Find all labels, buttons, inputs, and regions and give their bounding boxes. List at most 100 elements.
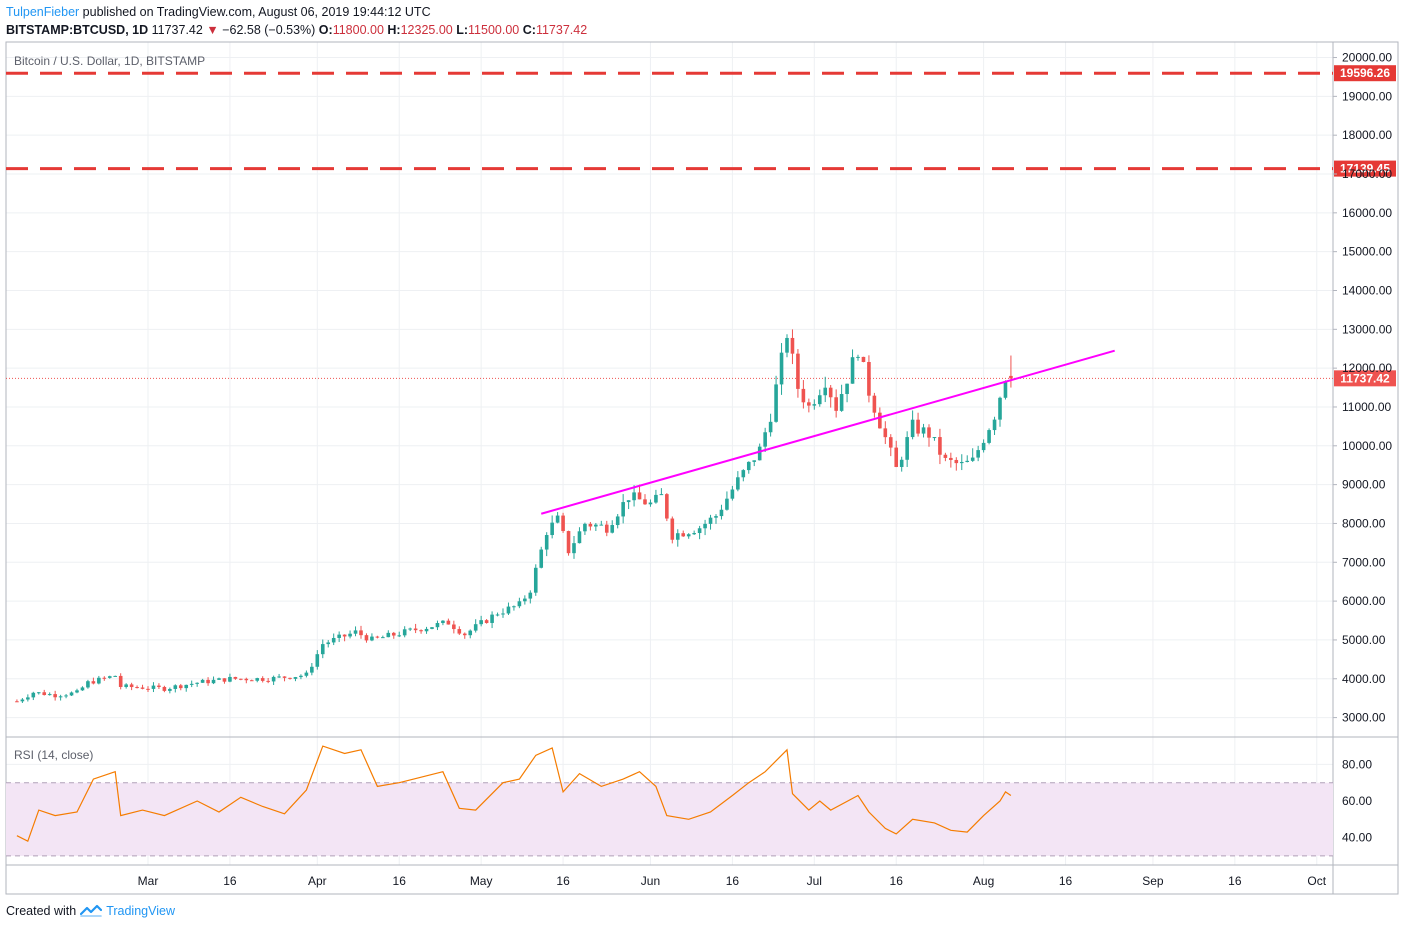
candle-body xyxy=(452,624,456,630)
candle-body xyxy=(397,635,402,637)
chart-frame xyxy=(5,41,1399,895)
candle-body xyxy=(260,678,265,681)
candle-body xyxy=(675,533,680,540)
candle-body xyxy=(222,678,227,682)
candle-body xyxy=(342,634,347,637)
candle-body xyxy=(157,685,161,687)
resistance-price-label: 17139.45 xyxy=(1340,162,1390,176)
time-tick-label: 16 xyxy=(393,874,407,888)
candle-body xyxy=(495,614,500,616)
trendline[interactable] xyxy=(540,349,1115,515)
candle-body xyxy=(779,352,784,385)
price-tick-label: 11000.00 xyxy=(1342,400,1391,414)
rsi-series-line xyxy=(16,745,1012,843)
time-tick-label: 16 xyxy=(556,874,570,888)
candle-body xyxy=(834,397,838,411)
candle-body xyxy=(69,692,74,696)
candle-body xyxy=(637,492,642,500)
candle-body xyxy=(768,421,773,433)
rsi-axis: 40.00 60.00 80.00 xyxy=(1342,757,1372,844)
price-tick-label: 18000.00 xyxy=(1342,128,1392,142)
open-label: O: xyxy=(318,23,333,37)
time-tick-label: 16 xyxy=(1059,874,1073,888)
candle-body xyxy=(938,437,942,455)
candle-body xyxy=(91,681,96,684)
high-value: 12325.00 xyxy=(400,23,453,37)
rsi-band xyxy=(6,782,1333,857)
time-tick-label: Apr xyxy=(308,874,327,888)
candle-body xyxy=(364,635,369,641)
candle-body xyxy=(949,457,953,460)
candle-body xyxy=(894,447,899,467)
rsi-label: RSI (14, close) xyxy=(14,748,93,762)
time-tick-label: 16 xyxy=(1228,874,1242,888)
candle-body xyxy=(692,533,696,535)
time-tick-label: 16 xyxy=(726,874,740,888)
price-tick-label: 6000.00 xyxy=(1342,594,1386,608)
publisher-link[interactable]: TulpenFieber xyxy=(6,5,80,19)
candle-body xyxy=(506,606,511,614)
candle-body xyxy=(621,502,625,517)
published-text: published on TradingView.com, August 06,… xyxy=(82,5,431,19)
candle-body xyxy=(774,384,778,422)
candle-body xyxy=(817,395,822,405)
price-tick-label: 5000.00 xyxy=(1342,633,1386,647)
candle-body xyxy=(910,419,915,438)
price-tick-label: 19000.00 xyxy=(1342,89,1392,103)
candle-body xyxy=(550,522,554,536)
candle-body xyxy=(539,549,544,568)
candle-body xyxy=(845,383,849,395)
candle-body xyxy=(839,394,844,411)
price-axis[interactable]: 3000.00 4000.00 5000.00 6000.00 7000.00 8000.… xyxy=(1333,51,1392,725)
candle-body xyxy=(408,628,412,630)
candles xyxy=(15,329,1013,704)
price-tick-label: 12000.00 xyxy=(1342,361,1392,375)
tradingview-link[interactable]: TradingView xyxy=(106,904,175,918)
candle-body xyxy=(239,678,243,680)
symbol-name[interactable]: BITSTAMP:BTCUSD, 1D xyxy=(6,23,149,37)
open-value: 11800.00 xyxy=(332,23,384,37)
candle-body xyxy=(173,685,178,689)
candle-body xyxy=(517,601,522,607)
price-tick-label: 15000.00 xyxy=(1342,245,1392,259)
candle-body xyxy=(348,633,352,637)
candle-body xyxy=(976,450,980,458)
created-with-text: Created with xyxy=(6,904,77,918)
candle-body xyxy=(310,666,314,673)
candle-body xyxy=(189,683,194,685)
candle-body xyxy=(102,677,107,679)
rsi-line xyxy=(16,745,1012,843)
candle-body xyxy=(271,676,276,682)
candle-body xyxy=(790,337,795,354)
time-axis[interactable]: Mar 16 Apr 16 May 16 Jun 16 Jul 16 Aug 16 Sep 16 Oct xyxy=(138,874,1327,888)
candle-body xyxy=(320,644,325,655)
candle-body xyxy=(610,525,615,533)
candle-body xyxy=(359,630,363,636)
chart-labels: Bitcoin / U.S. Dollar, 1D, BITSTAMP RSI … xyxy=(14,54,205,762)
time-tick-label: Jul xyxy=(807,874,822,888)
candle-body xyxy=(730,489,735,499)
candle-body xyxy=(178,685,183,689)
support-trendline[interactable] xyxy=(540,349,1115,515)
time-tick-label: Jun xyxy=(641,874,660,888)
candle-body xyxy=(326,642,331,645)
candle-body xyxy=(244,678,249,681)
candle-body xyxy=(533,567,538,593)
resistance-price-tag xyxy=(1334,160,1396,177)
candle-body xyxy=(413,628,418,631)
candle-body xyxy=(555,515,560,523)
price-tick-label: 8000.00 xyxy=(1342,516,1386,530)
candle-body xyxy=(277,676,281,678)
candle-body xyxy=(370,636,374,641)
low-value: 11500.00 xyxy=(468,23,520,37)
time-tick-label: Aug xyxy=(973,874,994,888)
tradingview-logo-icon xyxy=(80,904,103,917)
candle-body xyxy=(943,454,948,458)
candle-body xyxy=(255,678,260,681)
candle-body xyxy=(998,397,1002,420)
candle-body xyxy=(1003,381,1008,398)
candle-body xyxy=(288,677,292,679)
price-tick-label: 14000.00 xyxy=(1342,283,1392,297)
candle-body xyxy=(801,388,806,403)
